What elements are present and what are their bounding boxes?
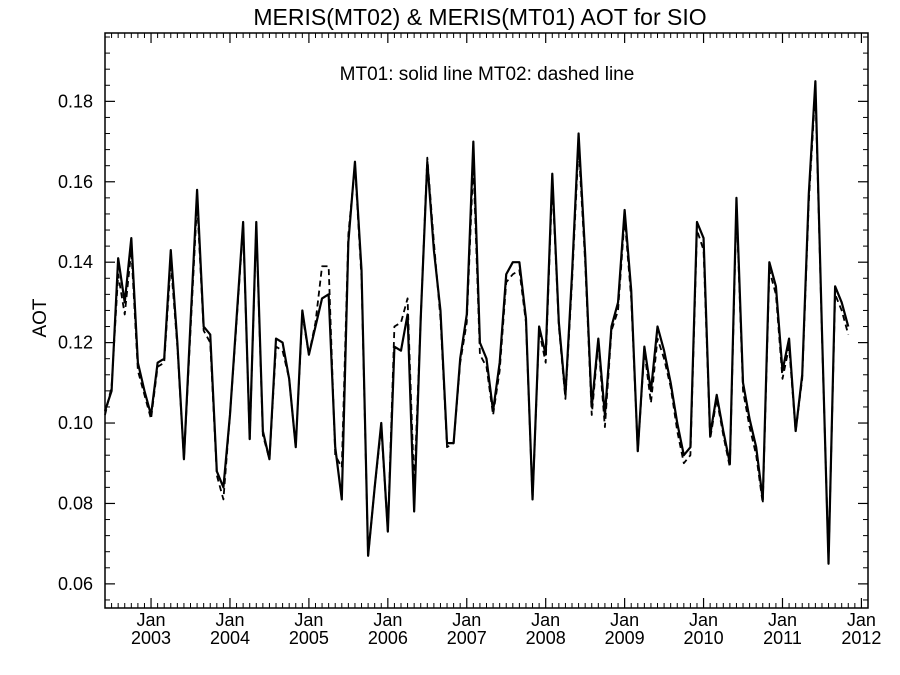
- y-tick-label: 0.14: [58, 252, 93, 272]
- y-axis-label: AOT: [30, 298, 51, 337]
- chart-title: MERIS(MT02) & MERIS(MT01) AOT for SIO: [253, 4, 706, 30]
- x-tick-year-label: 2004: [210, 628, 250, 648]
- x-tick-year-label: 2011: [763, 628, 802, 648]
- plot-frame: [104, 32, 869, 609]
- y-tick-label: 0.16: [58, 172, 93, 192]
- chart-annotation: MT01: solid line MT02: dashed line: [340, 64, 635, 85]
- y-tick-label: 0.18: [58, 91, 93, 111]
- x-tick-month-label: Jan: [294, 610, 323, 630]
- series-line-mt01: [103, 80, 850, 565]
- series-layer: [103, 80, 850, 565]
- series-line-mt02: [104, 88, 850, 561]
- y-tick-label: 0.08: [58, 493, 93, 513]
- x-tick-month-label: Jan: [847, 610, 876, 630]
- y-tick-label: 0.06: [58, 574, 93, 594]
- x-tick-year-label: 2007: [447, 628, 487, 648]
- x-tick-year-label: 2006: [368, 628, 408, 648]
- x-tick-month-label: Jan: [373, 610, 402, 630]
- ticks-layer: 0.060.080.100.120.140.160.18Jan2003Jan20…: [58, 33, 881, 648]
- x-tick-month-label: Jan: [215, 610, 244, 630]
- x-tick-year-label: 2012: [841, 628, 881, 648]
- x-tick-month-label: Jan: [531, 610, 560, 630]
- x-tick-month-label: Jan: [610, 610, 639, 630]
- x-tick-month-label: Jan: [689, 610, 718, 630]
- x-tick-month-label: Jan: [768, 610, 797, 630]
- x-tick-year-label: 2010: [684, 628, 724, 648]
- x-tick-month-label: Jan: [137, 610, 166, 630]
- y-tick-label: 0.12: [58, 333, 93, 353]
- x-tick-month-label: Jan: [452, 610, 481, 630]
- x-tick-year-label: 2008: [526, 628, 566, 648]
- x-tick-year-label: 2003: [131, 628, 171, 648]
- x-tick-year-label: 2009: [605, 628, 645, 648]
- x-tick-year-label: 2005: [289, 628, 329, 648]
- y-tick-label: 0.10: [58, 413, 93, 433]
